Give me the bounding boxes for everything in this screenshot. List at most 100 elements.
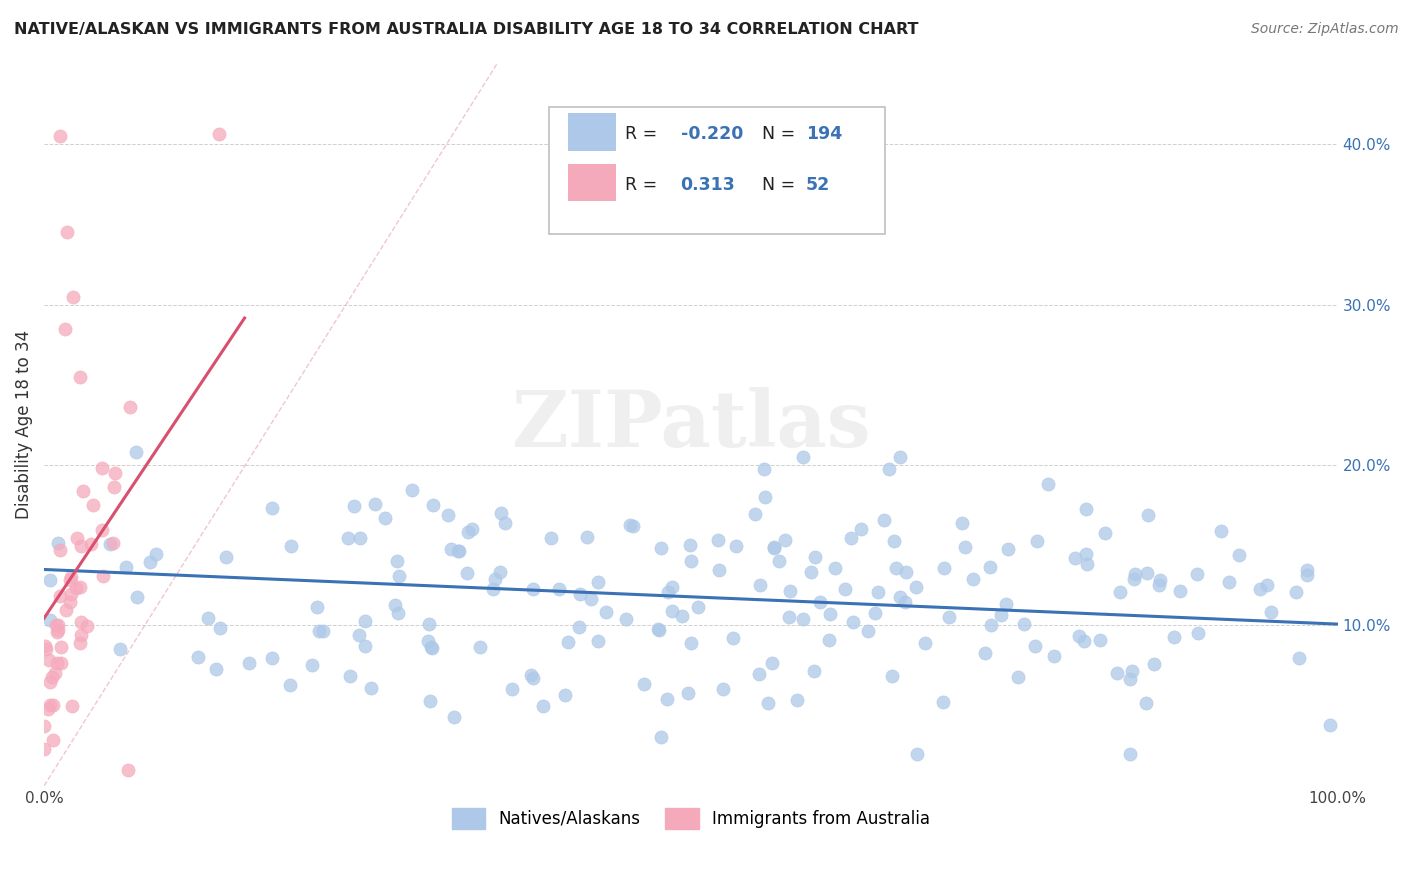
Point bbox=[349, 531, 371, 545]
Text: 194: 194 bbox=[806, 126, 842, 144]
Point bbox=[42, 732, 65, 747]
Point bbox=[69, 636, 91, 650]
Point bbox=[877, 462, 900, 476]
Point bbox=[1285, 585, 1308, 599]
Point bbox=[387, 606, 409, 620]
Point bbox=[568, 587, 591, 601]
Point bbox=[59, 595, 82, 609]
Point bbox=[586, 574, 609, 589]
Point bbox=[484, 572, 506, 586]
Point bbox=[41, 670, 63, 684]
Point bbox=[59, 573, 82, 587]
Point bbox=[522, 671, 544, 685]
Point bbox=[522, 582, 544, 597]
Point bbox=[117, 763, 139, 777]
FancyBboxPatch shape bbox=[548, 107, 884, 234]
Point bbox=[962, 573, 984, 587]
Point bbox=[818, 607, 841, 622]
Point bbox=[1122, 572, 1144, 586]
Point bbox=[834, 582, 856, 596]
Point bbox=[905, 747, 928, 761]
Point bbox=[384, 598, 406, 612]
Point bbox=[125, 445, 148, 459]
Point bbox=[364, 497, 387, 511]
Point bbox=[34, 641, 56, 656]
Point bbox=[884, 561, 907, 575]
Point bbox=[91, 523, 114, 537]
Point bbox=[1076, 502, 1098, 516]
Point bbox=[312, 624, 335, 638]
Point bbox=[889, 450, 911, 465]
Point bbox=[1256, 577, 1278, 591]
Point bbox=[45, 618, 67, 632]
Point bbox=[889, 590, 911, 604]
Point bbox=[1147, 578, 1170, 592]
Point bbox=[60, 570, 83, 584]
Point bbox=[32, 719, 55, 733]
FancyBboxPatch shape bbox=[568, 113, 616, 151]
Text: NATIVE/ALASKAN VS IMMIGRANTS FROM AUSTRALIA DISABILITY AGE 18 TO 34 CORRELATION : NATIVE/ALASKAN VS IMMIGRANTS FROM AUSTRA… bbox=[14, 22, 918, 37]
Point bbox=[863, 606, 886, 620]
Point bbox=[1007, 670, 1029, 684]
Point bbox=[1109, 585, 1132, 599]
Point bbox=[145, 547, 167, 561]
Point bbox=[1067, 629, 1090, 643]
Point bbox=[215, 550, 238, 565]
Point bbox=[842, 615, 865, 630]
Point bbox=[754, 491, 776, 505]
Point bbox=[34, 640, 56, 654]
Point bbox=[548, 582, 571, 596]
Point bbox=[456, 566, 478, 580]
Point bbox=[1288, 651, 1310, 665]
Point bbox=[650, 730, 672, 744]
Point bbox=[187, 650, 209, 665]
Point bbox=[1227, 548, 1250, 562]
Y-axis label: Disability Age 18 to 34: Disability Age 18 to 34 bbox=[15, 330, 32, 519]
Point bbox=[568, 620, 591, 634]
Point bbox=[262, 651, 284, 665]
Point bbox=[761, 656, 783, 670]
Point bbox=[103, 536, 125, 550]
Point bbox=[557, 635, 579, 649]
Text: -0.220: -0.220 bbox=[681, 126, 742, 144]
Point bbox=[38, 653, 60, 667]
Point bbox=[655, 692, 678, 706]
Point bbox=[1149, 574, 1171, 588]
Point bbox=[1076, 558, 1098, 572]
Point bbox=[197, 611, 219, 625]
Point bbox=[786, 693, 808, 707]
Point bbox=[44, 665, 66, 680]
Point bbox=[457, 525, 479, 540]
Point bbox=[1260, 605, 1282, 619]
Point bbox=[894, 565, 917, 579]
Point bbox=[980, 618, 1002, 632]
Point bbox=[519, 667, 541, 681]
Point bbox=[579, 592, 602, 607]
Point bbox=[48, 623, 70, 637]
Point bbox=[707, 563, 730, 577]
Point bbox=[575, 530, 598, 544]
Point bbox=[880, 669, 903, 683]
Point bbox=[208, 128, 231, 142]
Point bbox=[447, 544, 470, 558]
Point bbox=[851, 522, 873, 536]
Point bbox=[385, 554, 408, 568]
Point bbox=[41, 698, 63, 712]
Point bbox=[49, 640, 72, 655]
Point bbox=[1143, 657, 1166, 671]
Point bbox=[883, 533, 905, 548]
Point bbox=[856, 624, 879, 638]
Point bbox=[763, 540, 786, 554]
Point bbox=[45, 625, 67, 640]
Point bbox=[39, 675, 62, 690]
Point bbox=[69, 580, 91, 594]
Point bbox=[866, 585, 889, 599]
Point bbox=[1137, 508, 1160, 522]
Point bbox=[1218, 575, 1240, 590]
Point bbox=[873, 513, 896, 527]
Point bbox=[1043, 648, 1066, 663]
Point bbox=[614, 612, 637, 626]
FancyBboxPatch shape bbox=[568, 163, 616, 202]
Point bbox=[354, 640, 377, 654]
Point bbox=[49, 543, 72, 558]
